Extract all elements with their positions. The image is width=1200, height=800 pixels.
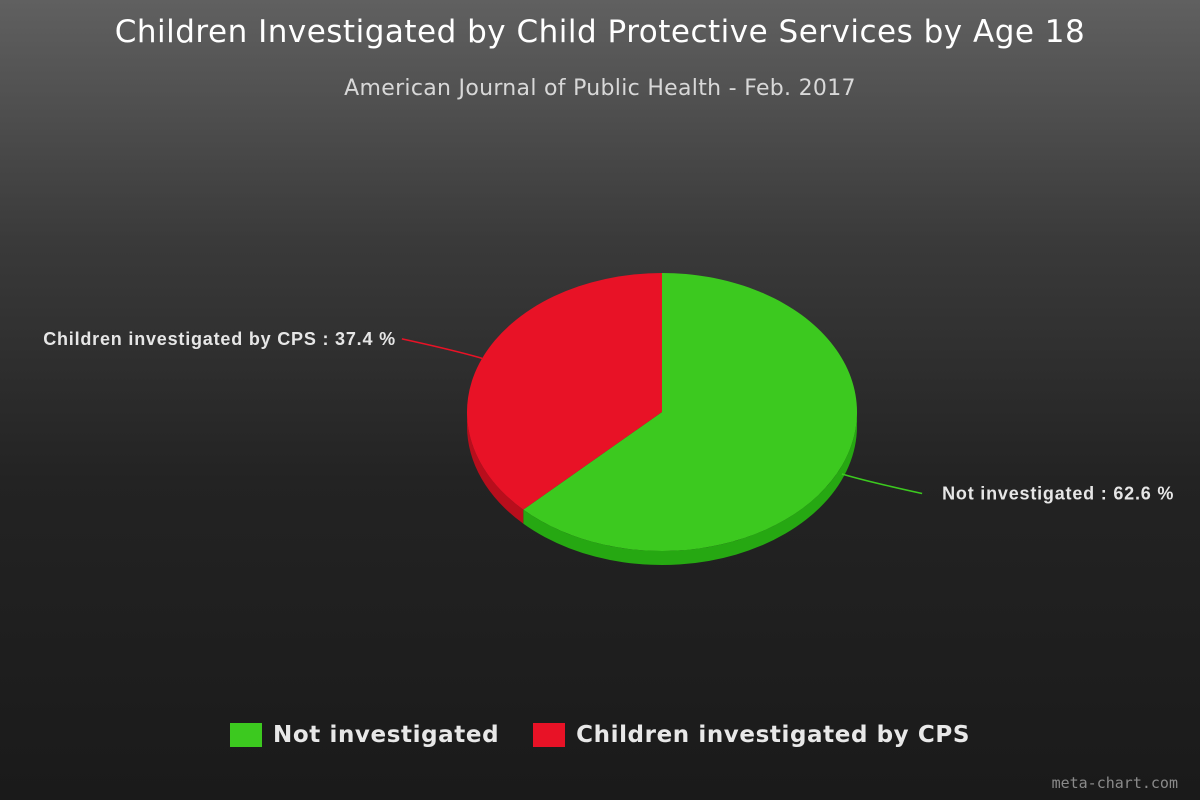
pie-sides [467, 412, 857, 565]
legend-swatch-investigated-by-cps [533, 723, 566, 747]
leader-line-0 [841, 473, 923, 495]
data-label-1: Children investigated by CPS : 37.4 % [43, 329, 396, 349]
leader-line-1 [401, 338, 483, 360]
legend-label: Children investigated by CPS [576, 722, 970, 748]
pie-slices [467, 273, 857, 551]
legend: Not investigated Children investigated b… [0, 722, 1200, 748]
legend-item-not-investigated[interactable]: Not investigated [230, 722, 499, 748]
legend-swatch-not-investigated [230, 723, 263, 747]
chart-subtitle: American Journal of Public Health - Feb.… [344, 76, 856, 101]
data-label-0: Not investigated : 62.6 % [942, 483, 1174, 503]
pie-slice-0[interactable] [523, 273, 857, 551]
chart-title: Children Investigated by Child Protectiv… [114, 14, 1086, 50]
pie-side-0 [523, 412, 857, 565]
pie-slice-1[interactable] [467, 273, 662, 510]
pie-side-1 [467, 412, 524, 524]
watermark[interactable]: meta-chart.com [1051, 774, 1178, 792]
legend-item-investigated-by-cps[interactable]: Children investigated by CPS [533, 722, 970, 748]
data-labels: Not investigated : 62.6 % Children invest… [43, 329, 1174, 504]
legend-label: Not investigated [273, 722, 500, 748]
